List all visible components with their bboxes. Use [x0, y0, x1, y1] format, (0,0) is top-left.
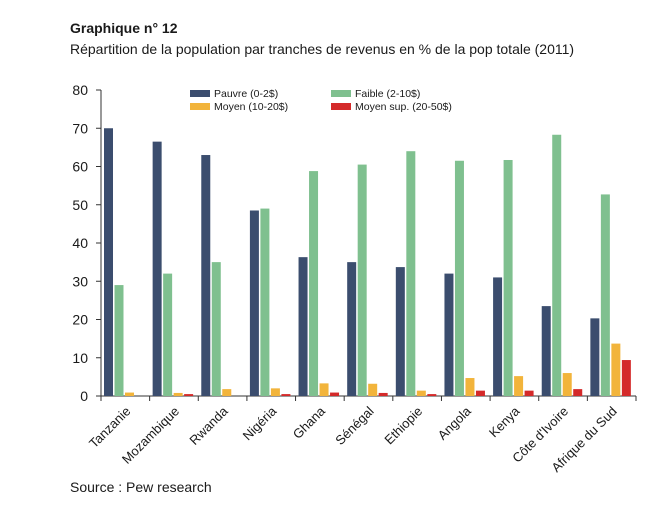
bar	[309, 171, 319, 396]
bar	[330, 392, 340, 396]
bar	[444, 273, 454, 396]
y-tick-label: 10	[72, 350, 88, 366]
bar	[270, 388, 280, 396]
bar	[104, 128, 113, 396]
x-tick-label: Ghana	[290, 403, 329, 442]
y-tick-label: 60	[72, 159, 88, 175]
bar	[249, 210, 259, 396]
bar	[114, 285, 124, 396]
bar	[475, 390, 485, 396]
legend-swatch	[190, 90, 210, 97]
source-note: Source : Pew research	[70, 479, 212, 495]
bar	[152, 141, 162, 396]
chart-title: Répartition de la population par tranche…	[70, 41, 575, 57]
legend-label: Faible (2-10$)	[355, 88, 420, 100]
legend-label: Moyen (10-20$)	[214, 101, 288, 113]
bar	[503, 159, 513, 396]
x-tick-label: Kenya	[486, 403, 523, 440]
x-tick-label: Tanzanie	[86, 404, 133, 451]
y-tick-label: 20	[72, 312, 88, 328]
legend-swatch	[331, 90, 351, 97]
y-tick-label: 0	[80, 388, 88, 404]
y-axis: 0 10 20 30 40 50 60 70 80	[72, 82, 102, 404]
bar	[260, 208, 270, 396]
bars	[104, 128, 631, 396]
bar	[406, 151, 416, 396]
bar	[298, 257, 308, 396]
bar	[524, 390, 534, 396]
x-tick-label: Ethiopie	[381, 404, 425, 448]
bar	[319, 383, 329, 396]
bar	[600, 194, 610, 396]
bar	[281, 394, 291, 396]
x-tick-label: Rwanda	[186, 403, 231, 448]
x-tick-label: Angola	[435, 403, 475, 443]
bar	[368, 383, 378, 396]
bar	[590, 318, 600, 396]
y-tick-label: 80	[72, 82, 88, 98]
x-tick-label: Nigéria	[240, 403, 280, 443]
bar	[541, 306, 551, 396]
bar	[621, 360, 631, 396]
x-tick-label: Sénégal	[332, 403, 376, 447]
bar	[454, 160, 464, 396]
bar	[211, 262, 221, 396]
legend-swatch	[331, 103, 351, 110]
bar	[562, 373, 572, 396]
bar	[163, 273, 173, 396]
y-tick-label: 70	[72, 120, 88, 136]
bar	[573, 389, 583, 396]
bar	[552, 134, 562, 396]
legend-label: Pauvre (0-2$)	[214, 88, 278, 100]
bar	[125, 392, 134, 396]
y-tick-label: 30	[72, 273, 88, 289]
y-tick-label: 50	[72, 197, 88, 213]
legend-swatch	[190, 103, 210, 110]
bar	[611, 343, 621, 396]
bar	[416, 390, 426, 396]
legend: Pauvre (0-2$) Faible (2-10$) Moyen (10-20$…	[190, 88, 452, 113]
bar	[378, 392, 388, 396]
bar	[427, 394, 437, 396]
bar	[395, 267, 405, 396]
bar	[465, 378, 475, 396]
bar	[514, 376, 524, 396]
bar	[222, 389, 232, 396]
bar	[173, 392, 183, 396]
figure-number: Graphique n° 12	[70, 20, 178, 36]
bar	[493, 277, 503, 396]
bar	[184, 394, 194, 396]
bar	[201, 155, 211, 396]
bar	[357, 164, 367, 396]
y-tick-label: 40	[72, 235, 88, 251]
bar	[347, 262, 357, 396]
legend-label: Moyen sup. (20-50$)	[355, 101, 452, 113]
